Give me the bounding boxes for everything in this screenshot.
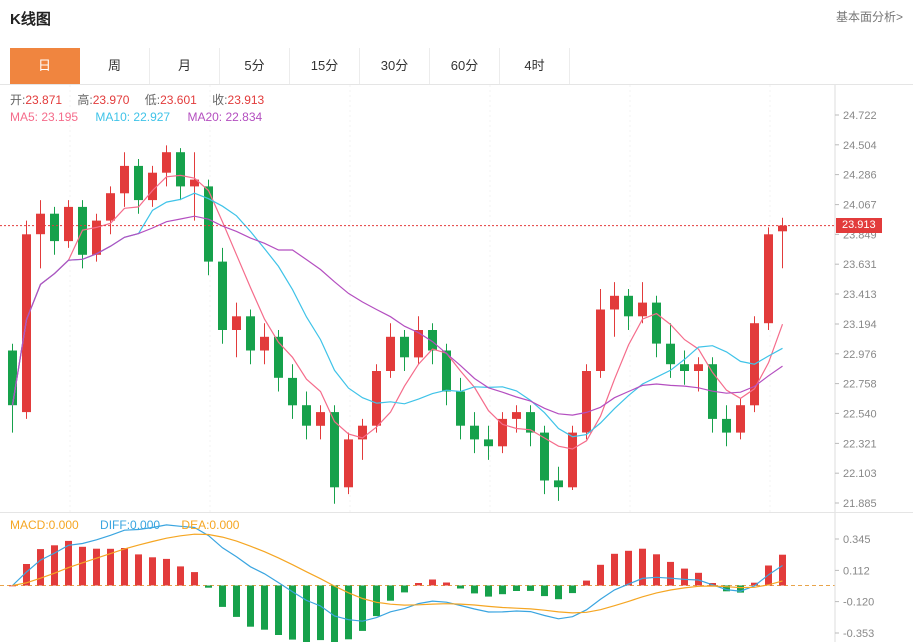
ma10-value: MA10: 22.927 [95,110,171,124]
svg-text:22.103: 22.103 [843,468,877,480]
tab-month[interactable]: 月 [150,48,220,84]
page-title: K线图 [10,11,51,28]
diff-value: DIFF:0.000 [100,518,161,532]
low-value: 23.601 [160,93,197,107]
tab-60min[interactable]: 60分 [430,48,500,84]
svg-text:22.540: 22.540 [843,408,877,420]
period-tabbar: 日 周 月 5分 15分 30分 60分 4时 [0,48,913,85]
svg-text:22.758: 22.758 [843,379,877,391]
macd-legend: MACD:0.000 DIFF:0.000 DEA:0.000 [10,518,239,532]
svg-text:23.194: 23.194 [843,319,877,331]
svg-text:22.321: 22.321 [843,438,877,450]
high-label: 高: [77,93,93,107]
ohlc-legend: 开:23.871 高:23.970 低:23.601 收:23.913 [10,91,276,108]
ma20-value: MA20: 22.834 [187,110,263,124]
fundamental-analysis-link[interactable]: 基本面分析> [835,10,903,24]
svg-text:24.067: 24.067 [843,200,877,212]
svg-text:-0.353: -0.353 [843,628,874,640]
svg-text:24.286: 24.286 [843,170,877,182]
macd-canvas[interactable]: 0.345 0.112 -0.120 -0.353 [0,513,913,642]
tab-week[interactable]: 周 [80,48,150,84]
high-value: 23.970 [92,93,130,107]
macd-chart[interactable]: 0.345 0.112 -0.120 -0.353 MACD:0.000 DIFF:0… [0,512,913,642]
tab-4hour[interactable]: 4时 [500,48,570,84]
tab-15min[interactable]: 15分 [290,48,360,84]
svg-text:24.504: 24.504 [843,140,877,152]
svg-text:0.345: 0.345 [843,534,871,546]
close-label: 收: [212,93,228,107]
svg-text:23.631: 23.631 [843,259,877,271]
tab-5min[interactable]: 5分 [220,48,290,84]
open-label: 开: [10,93,26,107]
svg-text:-0.120: -0.120 [843,597,874,609]
candlestick-canvas[interactable]: 24.72224.50424.28624.06723.84923.63123.4… [0,85,913,512]
page-header: K线图 基本面分析> [0,0,913,48]
macd-value: MACD:0.000 [10,518,79,532]
candlestick-chart[interactable]: 24.722 24.504 24.286 24.067 23.849 23.631 23.4… [0,85,913,512]
svg-text:23.413: 23.413 [843,289,877,301]
svg-text:21.885: 21.885 [843,498,877,510]
svg-text:0.112: 0.112 [843,565,870,577]
low-label: 低: [144,93,161,107]
current-price-label: 23.913 [836,218,882,233]
open-value: 23.871 [25,93,63,107]
svg-text:24.722: 24.722 [843,110,877,122]
ma5-value: MA5: 23.195 [10,110,79,124]
close-value: 23.913 [227,93,265,107]
dea-value: DEA:0.000 [181,518,240,532]
tab-day[interactable]: 日 [10,48,80,84]
svg-text:22.976: 22.976 [843,349,877,361]
tab-30min[interactable]: 30分 [360,48,430,84]
ma-legend: MA5: 23.195 MA10: 22.927 MA20: 22.834 [10,110,262,124]
